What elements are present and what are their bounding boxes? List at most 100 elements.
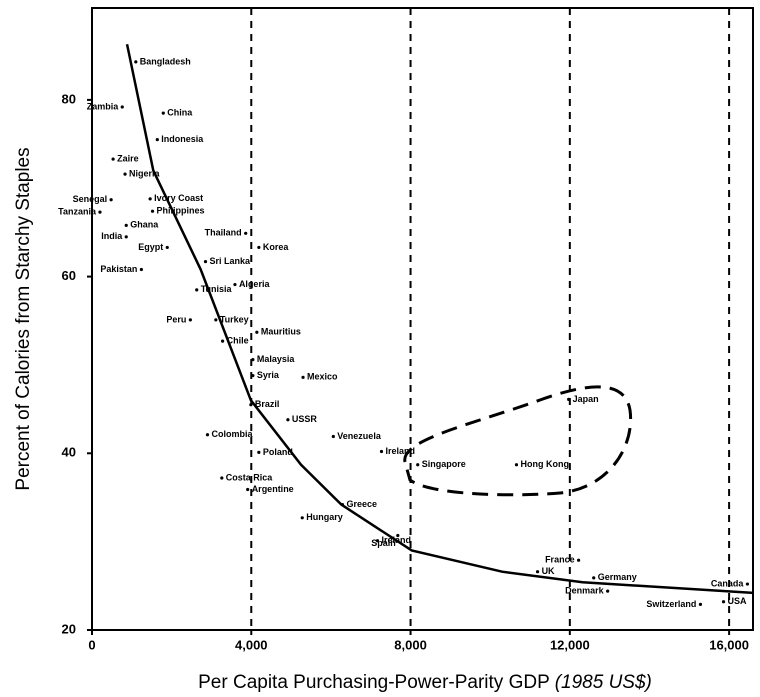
point-label: Germany [598, 572, 637, 582]
plot-frame [91, 7, 754, 631]
point-label: China [167, 108, 193, 118]
x-tick-label: 4,000 [235, 637, 268, 652]
x-axis-label-main: Per Capita Purchasing-Power-Parity GDP [198, 672, 549, 693]
data-point [721, 600, 726, 604]
point-label: Costa Rica [226, 472, 274, 482]
point-label: Argentine [252, 484, 294, 494]
x-tick-label: 0 [88, 637, 95, 652]
point-label: France [545, 555, 575, 565]
point-label: Japan [573, 394, 599, 404]
data-point [745, 582, 750, 586]
x-axis-label: Per Capita Purchasing-Power-Parity GDP (… [198, 672, 652, 693]
data-point [246, 487, 250, 492]
data-point [592, 576, 596, 580]
point-label: Hong Kong [520, 459, 569, 469]
point-label: Ireland [382, 535, 412, 545]
data-point [165, 245, 169, 250]
data-point [139, 267, 143, 272]
point-label: Hungary [306, 512, 343, 522]
data-point [214, 318, 218, 322]
point-label: Malaysia [257, 354, 296, 364]
point-label: Indonesia [161, 134, 204, 144]
data-point [567, 397, 571, 402]
data-point [416, 463, 420, 467]
y-tick-label: 80 [62, 91, 76, 106]
y-tick-label: 60 [62, 268, 76, 283]
point-label: Tanzania [58, 206, 97, 216]
data-point [98, 210, 102, 214]
data-point [251, 373, 255, 378]
point-label: Nigeria [129, 168, 161, 178]
data-point [120, 105, 124, 109]
point-label: Peru [166, 314, 186, 324]
data-point [244, 231, 248, 235]
data-point [233, 282, 237, 287]
data-point [286, 418, 290, 422]
point-label: Pakistan [100, 264, 137, 274]
data-point [124, 235, 128, 239]
data-point [123, 172, 127, 176]
data-point [155, 138, 159, 142]
point-label: Switzerland [646, 599, 696, 609]
data-point [188, 318, 192, 322]
point-label: Denmark [565, 586, 605, 596]
x-axis-label-note: (1985 US$) [555, 672, 652, 693]
point-label: Venezuela [337, 431, 382, 441]
data-point [161, 111, 165, 115]
data-point [134, 60, 138, 64]
point-label: Korea [263, 242, 290, 252]
point-label: Sri Lanka [209, 256, 251, 266]
point-label: Canada [711, 578, 745, 588]
point-label: Tunisia [201, 284, 233, 294]
point-label: Spain [371, 538, 396, 548]
point-label: Colombia [211, 429, 253, 439]
point-label: Thailand [205, 228, 242, 238]
data-point [301, 375, 305, 379]
point-label: Mexico [307, 372, 338, 382]
point-label: Brazil [255, 399, 280, 409]
data-point [535, 570, 540, 574]
point-label: Zambia [87, 101, 120, 111]
data-point [221, 339, 225, 343]
x-tick-label: 8,000 [394, 637, 427, 652]
y-tick-label: 20 [62, 621, 76, 636]
data-point [396, 533, 400, 538]
highlight-ellipse [403, 385, 633, 497]
trend-curve [125, 43, 754, 595]
data-point [148, 197, 152, 201]
data-point [109, 198, 113, 202]
point-label: UK [542, 566, 555, 576]
data-point [205, 433, 210, 437]
data-point [331, 434, 335, 439]
data-point [257, 450, 261, 455]
data-point [220, 476, 224, 480]
data-point [111, 157, 115, 161]
point-label: Bangladesh [140, 56, 191, 66]
data-point [514, 463, 519, 467]
data-point [300, 516, 304, 520]
data-point [195, 288, 199, 292]
point-label: Philippines [157, 206, 205, 216]
y-axis-label: Percent of Calories from Starchy Staples [13, 147, 34, 490]
data-point [379, 449, 384, 454]
data-point [576, 558, 581, 562]
point-label: Singapore [422, 459, 466, 469]
point-label: Algeria [239, 279, 271, 289]
data-point [249, 403, 253, 407]
data-point [150, 209, 155, 213]
x-tick-label: 16,000 [709, 637, 749, 652]
point-label: Turkey [220, 314, 249, 324]
point-label: USA [728, 596, 748, 606]
point-label: Poland [263, 447, 293, 457]
data-point [257, 245, 261, 250]
point-label: Senegal [73, 194, 108, 204]
point-label: USSR [292, 414, 318, 424]
point-label: Ghana [130, 220, 159, 230]
point-label: Ireland [385, 446, 415, 456]
y-tick-label: 40 [62, 445, 76, 460]
data-point [606, 589, 610, 593]
data-point [255, 330, 259, 334]
point-label: Mauritius [261, 327, 301, 337]
point-label: Syria [257, 370, 280, 380]
